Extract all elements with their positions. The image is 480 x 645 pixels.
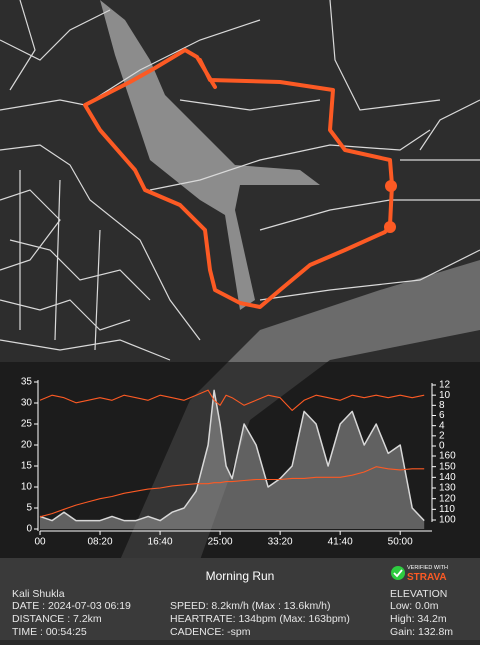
elevation-heading: ELEVATION [390,588,447,600]
cadence: CADENCE: -spm [170,626,251,638]
y3-tick-label: 130 [439,483,456,494]
heartrate: HEARTRATE: 134bpm (Max: 163bpm) [170,613,350,625]
y3-tick-label: 150 [439,461,456,472]
route-marker [384,221,396,233]
y3-tick-label: 110 [439,504,455,515]
speed: SPEED: 8.2km/h (Max : 13.6km/h) [170,600,330,612]
y2-tick-label: 12 [439,380,451,391]
y3-tick-label: 140 [439,472,456,483]
route [83,48,394,309]
y2-tick-label: 2 [439,430,445,441]
elevation-high: High: 34.2m [390,613,447,625]
x-tick-label: 16:40 [148,537,173,548]
verified-check [393,569,403,578]
footer: Morning Run Kali Shukla DATE : 2024-07-0… [0,558,480,640]
y2-tick-label: 8 [439,400,445,411]
y-tick-label: 25 [21,419,33,430]
river-channel [100,0,320,310]
y2-tick-label: 6 [439,410,445,421]
x-tick-label: 50:00 [388,537,413,548]
y-tick-label: 0 [26,524,32,535]
y3-tick-label: 100 [439,515,456,526]
activity-title: Morning Run [206,569,275,583]
series-line [39,389,425,522]
x-tick-label: 08:20 [88,537,113,548]
x-tick-label: 25:00 [208,537,233,548]
chart: 00 08:20 16:40 25:00 33:20 41:40 50:0005101520… [21,377,456,548]
elevation-low: Low: 0.0m [390,600,439,612]
y-tick-label: 10 [21,482,33,493]
y-tick-label: 5 [26,503,32,514]
athlete-name: Kali Shukla [12,588,65,600]
y-tick-label: 15 [21,461,33,472]
badge-brand: STRAVA [407,572,447,583]
date: DATE : 2024-07-03 06:19 [12,600,131,612]
badge-caption: VERIFIED WITH [407,565,448,571]
y3-tick-label: 160 [439,451,456,462]
y-tick-label: 20 [21,440,33,451]
y2-tick-label: 4 [439,420,445,431]
elevation-gain: Gain: 132.8m [390,626,453,638]
x-tick-label: 41:40 [328,537,353,548]
y2-tick-label: 0 [439,441,445,452]
y2-tick-label: 10 [439,390,451,401]
route-marker [385,180,397,192]
x-tick-label: 33:20 [268,537,293,548]
time: TIME : 00:54:25 [12,626,87,638]
verified-icon [391,566,405,580]
y3-tick-label: 120 [439,493,456,504]
roads [0,0,480,361]
elevation-fill [40,390,425,529]
y-tick-label: 30 [21,398,33,409]
series-line [39,466,425,518]
y-tick-label: 35 [21,377,33,388]
x-tick-label: 00 [34,537,46,548]
distance: DISTANCE : 7.2km [12,613,102,625]
series-line [39,389,425,411]
